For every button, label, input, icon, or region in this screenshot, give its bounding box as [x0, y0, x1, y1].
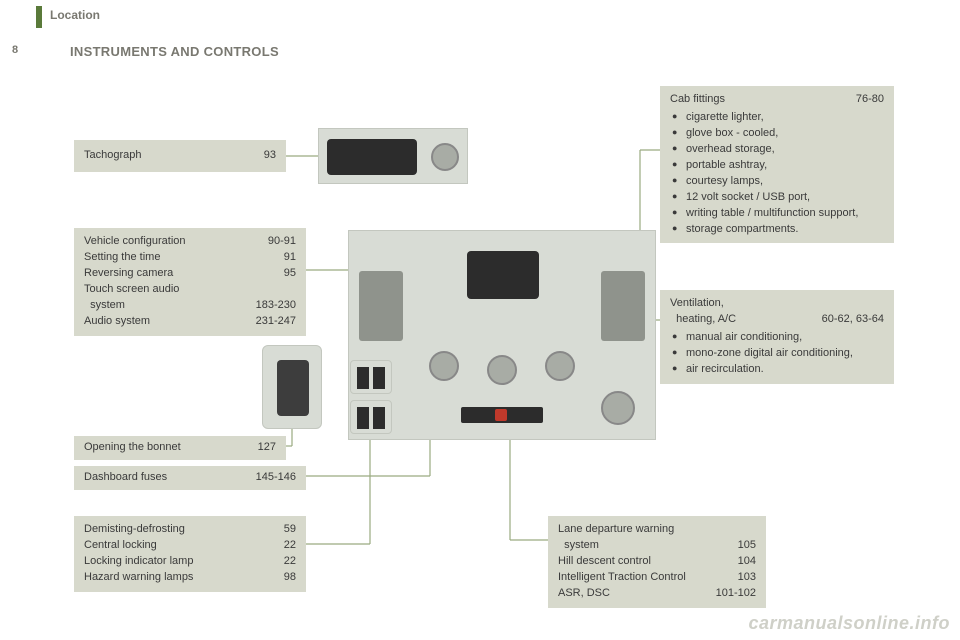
cab-bullet-list: cigarette lighter, glove box - cooled, o… — [670, 110, 884, 238]
vent-bullet: manual air conditioning, — [670, 330, 884, 346]
fuses-label: Dashboard fuses — [84, 470, 244, 486]
config-item-label: Vehicle configuration — [84, 234, 256, 250]
tachograph-label: Tachograph — [84, 148, 252, 164]
bonnet-pages: 127 — [258, 440, 276, 456]
vent-bullet: mono-zone digital air conditioning, — [670, 346, 884, 362]
lane-item-pages: 105 — [738, 538, 756, 554]
bonnet-release-image — [262, 345, 322, 429]
config-item-pages: 231-247 — [256, 314, 296, 330]
lane-item-label: Hill descent control — [558, 554, 726, 570]
lane-item-pages: 103 — [738, 570, 756, 586]
vent-bullet: air recirculation. — [670, 362, 884, 378]
box-demist: Demisting-defrosting 59 Central locking 22… — [74, 516, 306, 592]
config-item-pages: 91 — [284, 250, 296, 266]
cab-bullet: portable ashtray, — [670, 158, 884, 174]
tachograph-image — [318, 128, 468, 184]
box-lane: Lane departure warning system 105 Hill de… — [548, 516, 766, 608]
cab-bullet: cigarette lighter, — [670, 110, 884, 126]
demist-item-label: Demisting-defrosting — [84, 522, 272, 538]
lane-item-label: Lane departure warning system — [558, 522, 726, 554]
lane-item-label: ASR, DSC — [558, 586, 704, 602]
config-item-pages: 90-91 — [268, 234, 296, 250]
cab-bullet: courtesy lamps, — [670, 174, 884, 190]
fuses-pages: 145-146 — [256, 470, 296, 486]
cab-header-label: Cab fittings — [670, 92, 844, 108]
box-fuses: Dashboard fuses 145-146 — [74, 466, 306, 490]
config-item-label: Audio system — [84, 314, 244, 330]
cab-bullet: storage compartments. — [670, 222, 884, 238]
watermark: carmanualsonline.info — [748, 613, 950, 634]
tachograph-pages: 93 — [264, 148, 276, 164]
demist-item-label: Locking indicator lamp — [84, 554, 272, 570]
cab-bullet: writing table / multifunction support, — [670, 206, 884, 222]
vent-header-pages: 60-62, 63-64 — [822, 312, 884, 328]
lane-item-pages: 104 — [738, 554, 756, 570]
vent-bullet-list: manual air conditioning, mono-zone digit… — [670, 330, 884, 378]
lane-item-pages: 101-102 — [716, 586, 756, 602]
cab-bullet: 12 volt socket / USB port, — [670, 190, 884, 206]
box-ventilation: Ventilation, heating, A/C 60-62, 63-64 m… — [660, 290, 894, 384]
demist-item-pages: 98 — [284, 570, 296, 586]
demist-item-label: Central locking — [84, 538, 272, 554]
box-bonnet: Opening the bonnet 127 — [74, 436, 286, 460]
config-item-pages: 183-230 — [256, 298, 296, 314]
lane-item-label: Intelligent Traction Control — [558, 570, 726, 586]
demist-item-pages: 59 — [284, 522, 296, 538]
vent-header-label: Ventilation, heating, A/C — [670, 296, 810, 328]
section-label: Location — [50, 8, 100, 22]
demist-item-pages: 22 — [284, 538, 296, 554]
config-item-label: Reversing camera — [84, 266, 272, 282]
config-item-label: Setting the time — [84, 250, 272, 266]
demist-item-label: Hazard warning lamps — [84, 570, 272, 586]
cab-bullet: overhead storage, — [670, 142, 884, 158]
page-root: Location 8 INSTRUMENTS AND CONTROLS — [0, 0, 960, 640]
section-accent-bar — [36, 6, 42, 28]
box-tachograph: Tachograph 93 — [74, 140, 286, 172]
dashboard-image — [348, 230, 656, 440]
demist-item-pages: 22 — [284, 554, 296, 570]
cab-header-pages: 76-80 — [856, 92, 884, 108]
bonnet-label: Opening the bonnet — [84, 440, 246, 456]
switch-panel-upper-image — [350, 360, 392, 394]
page-title: INSTRUMENTS AND CONTROLS — [70, 44, 279, 59]
box-cab-fittings: Cab fittings 76-80 cigarette lighter, gl… — [660, 86, 894, 243]
box-config: Vehicle configuration 90-91 Setting the t… — [74, 228, 306, 336]
page-number: 8 — [12, 44, 18, 56]
config-item-pages: 95 — [284, 266, 296, 282]
config-item-label: Touch screen audio system — [84, 282, 244, 314]
cab-bullet: glove box - cooled, — [670, 126, 884, 142]
switch-panel-lower-image — [350, 400, 392, 434]
